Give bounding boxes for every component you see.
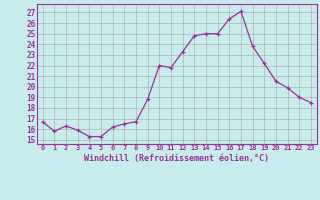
X-axis label: Windchill (Refroidissement éolien,°C): Windchill (Refroidissement éolien,°C) bbox=[84, 154, 269, 163]
